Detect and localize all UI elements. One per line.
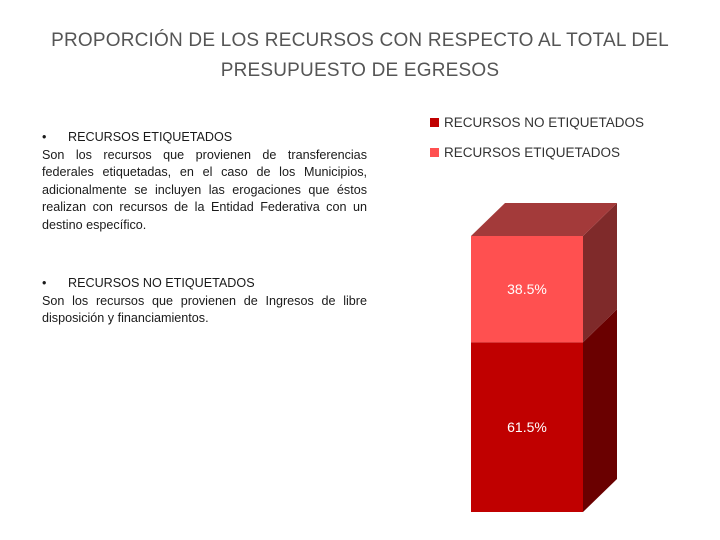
bar-top-recursos-etiquetados <box>471 203 617 236</box>
data-label-recursos-no-etiquetados: 61.5% <box>507 419 547 435</box>
page-title: PROPORCIÓN DE LOS RECURSOS CON RESPECTO … <box>20 26 700 86</box>
bar-segment-recursos-no-etiquetados <box>471 342 583 512</box>
title-line-2: PRESUPUESTO DE EGRESOS <box>220 60 500 81</box>
block-description: Son los recursos que provienen de transf… <box>42 147 367 232</box>
legend-item-etiquetados: RECURSOS ETIQUETADOS <box>430 145 620 160</box>
bullet-icon: • <box>42 130 47 144</box>
bar-segment-recursos-etiquetados <box>471 236 583 343</box>
bar-side-recursos-etiquetados <box>583 203 617 343</box>
legend-label: RECURSOS NO ETIQUETADOS <box>444 115 645 130</box>
bar-side-recursos-no-etiquetados <box>583 309 617 512</box>
legend-swatch <box>430 118 439 127</box>
legend-item-no-etiquetados: RECURSOS NO ETIQUETADOS <box>430 115 644 130</box>
bullet-heading-line: • RECURSOS NO ETIQUETADOS <box>42 275 367 293</box>
block-heading: RECURSOS ETIQUETADOS <box>68 130 233 144</box>
legend-swatch <box>430 148 439 157</box>
description-block-etiquetados: • RECURSOS ETIQUETADOS Son los recursos … <box>42 129 367 234</box>
title-line-1: PROPORCIÓN DE LOS RECURSOS CON RESPECTO … <box>51 30 669 51</box>
description-block-no-etiquetados: • RECURSOS NO ETIQUETADOS Son los recurs… <box>42 275 367 328</box>
block-description: Son los recursos que provienen de Ingres… <box>42 293 367 326</box>
bullet-icon: • <box>42 276 47 290</box>
bullet-heading-line: • RECURSOS ETIQUETADOS <box>42 129 367 147</box>
legend-label: RECURSOS ETIQUETADOS <box>444 145 621 160</box>
block-heading: RECURSOS NO ETIQUETADOS <box>68 276 255 290</box>
data-label-recursos-etiquetados: 38.5% <box>507 281 547 297</box>
